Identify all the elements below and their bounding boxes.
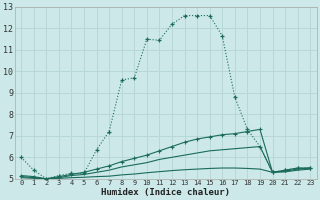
- X-axis label: Humidex (Indice chaleur): Humidex (Indice chaleur): [101, 188, 230, 197]
